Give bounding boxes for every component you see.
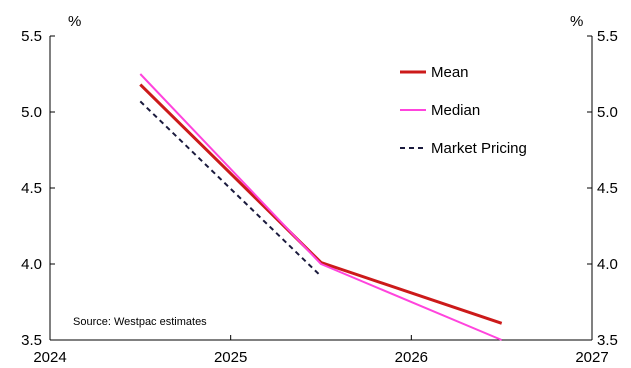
series-layer	[139, 73, 503, 341]
series-line-mean	[139, 83, 503, 325]
left-y-tick-label: 5.5	[21, 28, 42, 45]
x-tick-label: 2027	[575, 349, 608, 366]
legend: Mean Median Market Pricing	[400, 64, 527, 157]
source-note: Source: Westpac estimates	[73, 316, 207, 328]
right-y-tick-label: 5.5	[597, 28, 618, 45]
series-line-median	[139, 73, 503, 341]
left-unit-label: %	[68, 13, 81, 30]
legend-label-mean: Mean	[431, 64, 469, 81]
x-tick-label: 2025	[214, 349, 247, 366]
legend-label-market-pricing: Market Pricing	[431, 140, 527, 157]
x-tick-label: 2024	[33, 349, 66, 366]
left-y-tick-label: 4.0	[21, 256, 42, 273]
right-unit-label: %	[570, 13, 583, 30]
legend-label-median: Median	[431, 102, 480, 119]
x-tick-label: 2026	[395, 349, 428, 366]
ticks-layer: 3.5 3.5 4.0 4.0 4.5 4.5 5.0 5.0 5.5 5.5 2024 2025 20…	[21, 28, 618, 366]
left-y-tick-label: 5.0	[21, 104, 42, 121]
right-y-tick-label: 4.5	[597, 180, 618, 197]
axes-layer	[49, 36, 593, 341]
series-line-market-pricing	[139, 100, 322, 277]
right-y-tick-label: 3.5	[597, 332, 618, 349]
right-y-tick-label: 4.0	[597, 256, 618, 273]
left-y-tick-label: 4.5	[21, 180, 42, 197]
left-y-tick-label: 3.5	[21, 332, 42, 349]
right-y-tick-label: 5.0	[597, 104, 618, 121]
